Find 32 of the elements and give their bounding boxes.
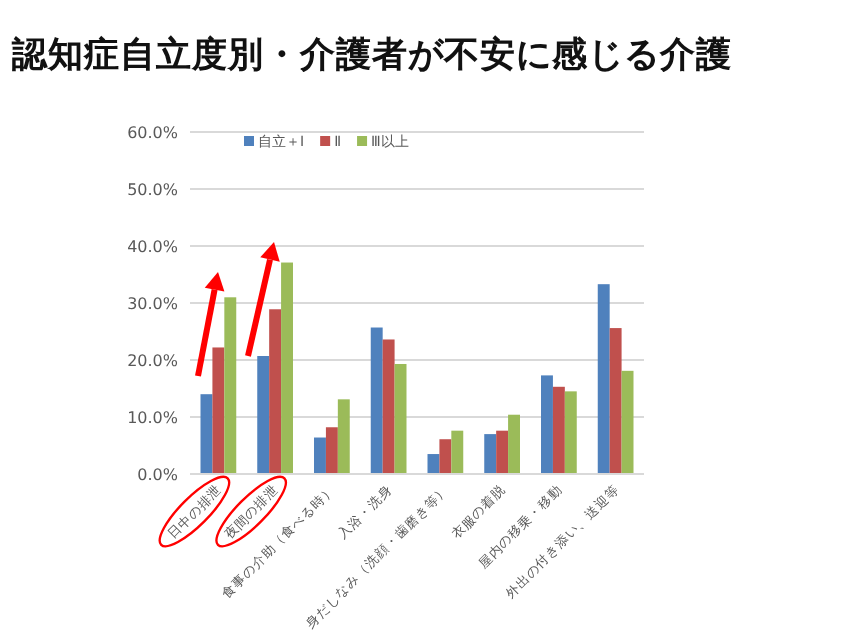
bar [564,391,577,474]
y-tick-label: 50.0% [127,181,179,199]
bar [484,434,497,474]
bar [382,339,395,474]
bar [212,347,225,474]
bar [496,430,509,474]
bar [439,439,452,474]
y-tick-label: 60.0% [127,124,179,142]
bar [370,327,383,474]
bar [269,309,282,474]
bar [552,386,565,474]
bar [451,430,464,474]
bar [337,399,350,474]
bar [394,363,407,474]
y-tick-label: 40.0% [127,238,179,256]
bar [597,284,610,474]
bar [541,375,553,474]
bar [314,437,326,474]
bar [609,328,622,474]
bar [281,262,293,474]
chart-title: 認知症自立度別・介護者が不安に感じる介護 [10,34,732,76]
y-tick-label: 20.0% [127,352,179,370]
bar [257,356,270,474]
bar [621,370,634,474]
bar [427,454,440,474]
y-tick-label: 30.0% [127,295,179,313]
y-tick-label: 0.0% [137,466,179,484]
bar [508,414,520,474]
bar [224,297,237,474]
y-tick-label: 10.0% [127,409,179,427]
bar [200,394,213,474]
bar [325,427,338,474]
